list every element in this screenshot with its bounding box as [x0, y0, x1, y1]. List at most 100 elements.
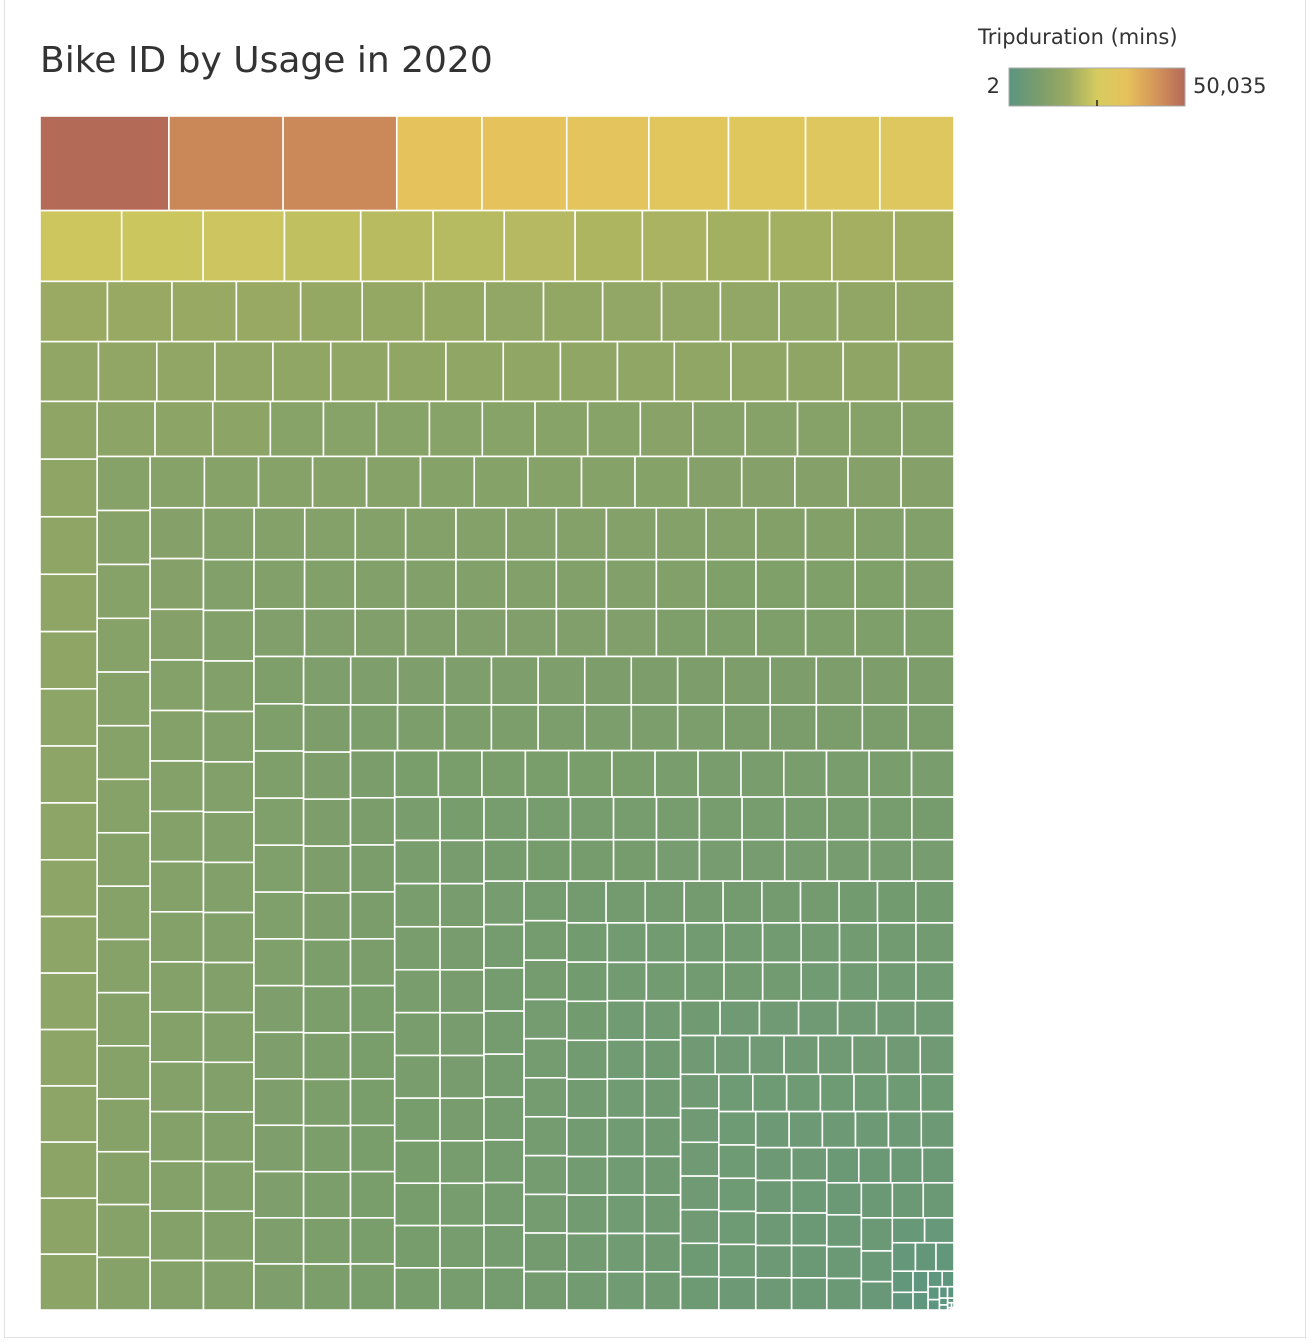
treemap-cell: [606, 961, 648, 1002]
treemap-cell: [96, 509, 151, 566]
treemap-cell: [605, 558, 658, 610]
treemap-cell: [854, 506, 906, 561]
treemap-cell: [655, 838, 701, 882]
treemap-cell: [655, 607, 708, 658]
treemap-cell: [705, 506, 757, 561]
legend-min-label: 2: [987, 74, 1000, 98]
treemap-cell: [39, 972, 98, 1031]
treemap-cell: [580, 455, 636, 509]
treemap-cell: [523, 1037, 568, 1079]
treemap-cell: [437, 749, 483, 798]
treemap-cell: [679, 1034, 717, 1076]
treemap-cell: [490, 655, 539, 706]
treemap-cell: [946, 1285, 955, 1299]
treemap-cell: [643, 999, 682, 1041]
treemap-cell: [639, 400, 694, 458]
treemap-cell: [149, 1210, 205, 1262]
treemap-cell: [643, 1116, 682, 1158]
treemap-cell: [740, 749, 785, 798]
treemap-cell: [799, 880, 840, 924]
treemap-cell: [235, 280, 302, 343]
treemap-cell: [154, 400, 214, 458]
treemap-cell: [96, 1045, 151, 1100]
treemap-cell: [817, 1034, 854, 1076]
treemap-cell: [439, 882, 485, 928]
treemap-cell: [253, 844, 305, 893]
treemap-cell: [854, 607, 906, 658]
treemap-cell: [439, 1267, 485, 1311]
treemap-cell: [825, 1277, 863, 1311]
treemap-cell: [755, 558, 807, 610]
treemap-cell: [349, 938, 396, 987]
treemap-cell: [483, 796, 529, 841]
treemap-cell: [895, 280, 955, 343]
treemap-cell: [654, 749, 699, 798]
treemap-cell: [826, 796, 871, 841]
treemap-cell: [396, 704, 446, 752]
treemap-cell: [679, 1107, 720, 1144]
treemap-cell: [439, 1182, 485, 1227]
treemap-cell: [96, 400, 156, 458]
treemap-cell: [257, 455, 314, 509]
treemap-cell: [171, 280, 238, 343]
treemap-cell: [719, 999, 761, 1037]
treemap-cell: [393, 882, 441, 928]
treemap-cell: [481, 115, 568, 212]
treemap-cell: [804, 558, 856, 610]
treemap-cell: [788, 1110, 824, 1149]
treemap-cell: [490, 704, 539, 752]
treemap-cell: [39, 1085, 98, 1143]
treemap-cell: [439, 1139, 485, 1185]
treemap-cell: [96, 778, 151, 834]
treemap-cell: [606, 1194, 646, 1235]
treemap-cell: [643, 1271, 682, 1311]
treemap-cell: [891, 1270, 914, 1294]
treemap-cell: [915, 880, 955, 924]
treemap-cell: [838, 961, 879, 1002]
treemap-cell: [606, 1078, 646, 1119]
treemap-cell: [687, 455, 743, 509]
treemap-cell: [741, 796, 786, 841]
treemap-cell: [39, 745, 98, 804]
treemap-cell: [302, 1124, 352, 1173]
chart-title: Bike ID by Usage in 2020: [40, 40, 493, 81]
treemap-cell: [302, 1032, 352, 1081]
treemap-cell: [569, 796, 615, 841]
treemap-cell: [815, 655, 864, 706]
treemap-cell: [302, 845, 352, 894]
treemap-cell: [919, 1034, 955, 1076]
treemap-cell: [821, 1110, 857, 1149]
treemap-cell: [149, 1259, 205, 1311]
treemap-cell: [395, 115, 483, 212]
treemap-cell: [253, 1031, 305, 1080]
treemap-cell: [534, 400, 589, 458]
treemap-cell: [483, 1181, 525, 1227]
treemap-cell: [542, 280, 604, 343]
treemap-cell: [718, 1276, 757, 1311]
treemap-cell: [875, 999, 917, 1037]
treemap-cell: [393, 1224, 441, 1269]
treemap-cell: [253, 1078, 305, 1127]
treemap-cell: [754, 1110, 790, 1149]
treemap-cell: [523, 919, 568, 961]
treemap-cell: [149, 1061, 205, 1113]
treemap-cell: [566, 961, 609, 1003]
treemap-cell: [39, 1253, 98, 1311]
treemap-cell: [754, 1146, 793, 1182]
treemap-cell: [755, 607, 807, 658]
treemap-cell: [786, 340, 844, 403]
treemap-cell: [523, 998, 568, 1040]
treemap-cell: [483, 838, 529, 882]
treemap-cell: [349, 1078, 396, 1127]
treemap-cell: [303, 607, 356, 658]
treemap-cell: [644, 880, 686, 924]
treemap-cell: [149, 608, 205, 661]
treemap-cell: [253, 655, 305, 705]
treemap-cell: [938, 1304, 949, 1311]
treemap-cell: [797, 999, 839, 1037]
treemap-cell: [601, 280, 663, 343]
treemap-cell: [523, 1115, 568, 1157]
treemap-cell: [439, 1224, 485, 1269]
treemap-cell: [923, 1217, 955, 1244]
